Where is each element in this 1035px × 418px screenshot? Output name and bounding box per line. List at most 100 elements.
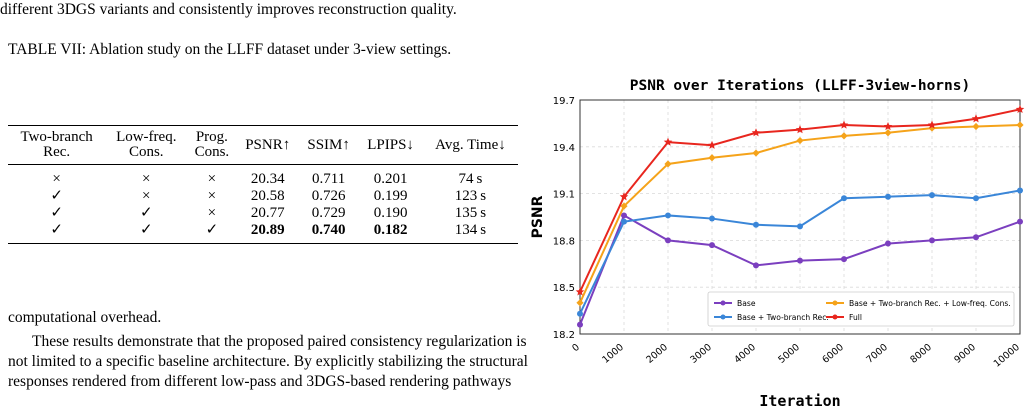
x-tick-label: 5000 [776,342,802,366]
series-point [707,140,717,149]
header-low-freq: Low-freq. Cons. [116,129,177,160]
legend-entry: Base + Two-branch Rec. [737,313,829,322]
series-point [753,221,759,228]
table-cell: 0.182 [373,222,408,238]
table-cell: 20.77 [250,205,285,221]
table-cell: × [52,171,61,187]
series-point [753,262,759,269]
table-cell: 0.740 [311,222,346,238]
x-tick-label: 2000 [644,342,670,366]
table-cell: 0.726 [311,188,346,204]
series-point [1016,121,1024,129]
series-point [927,120,937,129]
series-point [576,299,584,307]
series-point [619,192,629,201]
header-lpips: LPIPS↓ [367,136,414,153]
x-tick-label: 9000 [952,342,978,366]
table-row: ✓ × × 20.58 0.726 0.199 123 s [8,188,518,205]
y-tick-label: 18.8 [553,236,575,247]
series-point [841,256,847,263]
y-tick-label: 19.1 [553,190,575,201]
chart-title: PSNR over Iterations (LLFF-3view-horns) [630,78,970,94]
plot-frame [579,99,1021,335]
series-point [883,122,893,131]
legend-marker [832,300,838,306]
header-ssim: SSIM↑ [307,136,350,153]
table-cell: × [207,171,217,187]
table-caption: TABLE VII: Ablation study on the LLFF da… [8,41,452,58]
table-row: ✓ ✓ ✓ 20.89 0.740 0.182 134 s [8,222,518,244]
header-psnr: PSNR↑ [245,136,291,153]
table-cell: ✓ [205,222,219,238]
series-point [621,218,627,225]
series-point [929,237,935,244]
y-axis-label: PSNR [530,195,546,238]
table-cell: 0.711 [312,171,346,187]
table-cell: ✓ [139,222,153,238]
x-tick-label: 10000 [992,342,1022,370]
table-cell: 0.201 [373,171,408,187]
header-time: Avg. Time↓ [435,136,506,153]
series-point [971,114,981,123]
y-tick-label: 19.7 [553,96,575,107]
series-point [797,257,803,264]
x-tick-label: 1000 [600,342,626,366]
series-point [840,132,848,140]
table-cell: × [207,188,217,204]
top-text-line: different 3DGS variants and consistently… [0,1,457,18]
table-cell: 20.89 [250,222,285,238]
series-point [708,154,716,162]
table-cell: 0.199 [373,188,408,204]
legend-entry: Full [849,313,862,322]
y-tick-label: 18.5 [553,283,575,294]
body-paragraph: These results demonstrate that the propo… [8,333,528,390]
series-point [929,192,935,199]
series-point [885,193,891,200]
series-point [752,149,760,157]
table-header-row: Two-branch Rec. Low-freq. Cons. Prog. Cons.… [8,125,518,165]
table-cell: 135 s [454,205,487,221]
table-cell: 123 s [454,188,487,204]
series-point [973,195,979,202]
series-point [1017,187,1023,194]
table-cell: × [207,205,217,221]
x-tick-label: 6000 [820,342,846,366]
legend-marker [832,314,838,320]
legend-entry: Base [737,299,756,308]
y-tick-label: 18.2 [553,330,575,341]
table-cell: × [142,171,151,187]
table-row: × × × 20.34 0.711 0.201 74 s [8,165,518,189]
series-point [620,202,628,210]
table-cell: 20.34 [250,171,285,187]
series-point [1015,104,1025,113]
series-point [663,137,673,146]
table-row: ✓ ✓ × 20.77 0.729 0.190 135 s [8,205,518,222]
header-two-branch: Two-branch Rec. [20,129,93,160]
x-tick-label: 7000 [864,342,890,366]
y-tick-label: 19.4 [553,143,575,154]
table-cell: 74 s [458,171,483,187]
series-point [665,237,671,244]
series-point [575,287,585,296]
legend-marker [720,314,726,320]
x-tick-label: 8000 [908,342,934,366]
psnr-line-chart: PSNR over Iterations (LLFF-3view-horns) 1… [530,78,1025,410]
legend-box [707,291,1015,327]
series-point [664,160,672,168]
series-point [621,212,627,219]
x-tick-label: 3000 [688,342,714,366]
series-point [797,223,803,230]
series-point [841,195,847,202]
header-prog: Prog. Cons. [194,129,230,160]
series-point [796,136,804,145]
table-cell: ✓ [50,205,63,221]
ablation-table: Two-branch Rec. Low-freq. Cons. Prog. Cons.… [8,125,518,244]
series-point [973,234,979,241]
table-cell: 0.729 [311,205,346,221]
table-cell: 20.58 [250,188,285,204]
series-point [577,310,583,317]
series-point [665,212,671,219]
table-cell: ✓ [139,205,153,221]
x-axis-label: Iteration [759,392,840,410]
table-cell: ✓ [50,188,63,204]
